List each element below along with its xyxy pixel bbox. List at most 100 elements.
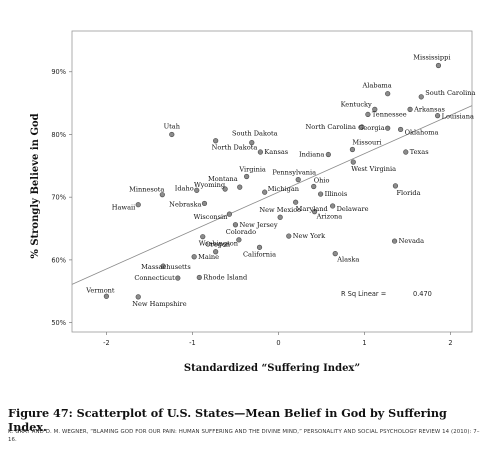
point-label-louisiana: Louisiana xyxy=(442,113,474,121)
y-tick-label: 60% xyxy=(51,256,66,264)
y-tick-label: 90% xyxy=(51,68,66,76)
point-label-minnesota: Minnesota xyxy=(129,186,164,194)
data-point-south-carolina xyxy=(418,94,424,100)
point-label-texas: Texas xyxy=(410,148,429,156)
scatterplot-chart: -2 -1 0 1 2 50% 60% 70% 80% 90% Mississippi Alabam… xyxy=(30,30,476,374)
point-label-new-hampshire: New Hampshire xyxy=(132,300,186,308)
fit-line-layer xyxy=(71,105,473,285)
point-label-wisconsin: Wisconsin xyxy=(194,213,229,221)
point-labels: Mississippi Alabama South Carolina Kentucky… xyxy=(85,53,475,307)
data-point-alabama xyxy=(385,91,391,97)
data-point-florida xyxy=(392,183,399,189)
point-label-new-mexico: New Mexico xyxy=(259,206,301,214)
point-label-california: California xyxy=(243,250,276,258)
data-point-texas xyxy=(403,149,409,155)
x-tick-label: -1 xyxy=(189,339,196,347)
x-tick-label: 2 xyxy=(448,339,452,347)
point-label-delaware: Delaware xyxy=(337,205,369,213)
data-point-arizona xyxy=(311,209,318,215)
point-label-illinois: Illinois xyxy=(325,190,348,198)
point-label-indiana: Indiana xyxy=(299,151,324,159)
data-point-indiana xyxy=(325,151,331,158)
data-point-minnesota xyxy=(159,192,165,198)
point-label-nevada: Nevada xyxy=(399,237,425,245)
data-point-rhode-island xyxy=(196,274,202,281)
point-label-utah: Utah xyxy=(164,122,181,130)
point-label-georgia: Georgia xyxy=(358,124,385,132)
figure-caption: Figure 47: Scatterplot of U.S. States—Me… xyxy=(8,406,447,434)
data-point-idaho xyxy=(194,187,200,193)
data-point-virginia xyxy=(244,173,250,180)
data-point-montana xyxy=(237,184,243,190)
r-squared-value: 0.470 xyxy=(413,290,432,298)
data-point-ohio xyxy=(311,183,317,190)
data-point-tennessee xyxy=(365,111,371,118)
point-label-tennessee: Tennessee xyxy=(372,110,407,118)
point-label-ohio: Ohio xyxy=(314,177,330,185)
data-point-arkansas xyxy=(407,106,413,112)
data-point-north-carolina xyxy=(359,124,365,130)
plot-area-frame xyxy=(71,30,473,333)
point-label-michigan: Michigan xyxy=(268,185,300,193)
figure-citation: K. GRAY AND D. M. WEGNER, “BLAMING GOD F… xyxy=(8,429,480,443)
x-axis-title: Standardized “Suffering Index” xyxy=(184,363,360,374)
data-point-hawaii xyxy=(135,202,141,208)
point-label-oregon: Oregon xyxy=(205,241,231,249)
data-point-mississippi xyxy=(435,62,442,69)
r-squared-label: R Sq Linear = xyxy=(341,290,386,298)
y-tick-label: 70% xyxy=(51,194,66,202)
data-point-south-dakota xyxy=(249,140,255,146)
point-label-maine: Maine xyxy=(198,253,219,261)
point-label-maryland: Maryland xyxy=(296,205,329,213)
data-point-michigan xyxy=(262,189,268,195)
point-label-west-virginia: West Virginia xyxy=(351,165,396,173)
point-label-north-carolina: North Carolina xyxy=(306,123,356,131)
axis-ticks: -2 -1 0 1 2 50% 60% 70% 80% 90% xyxy=(51,68,452,347)
y-tick-label: 50% xyxy=(51,319,66,327)
x-tick-label: 0 xyxy=(276,339,280,347)
point-label-montana: Montana xyxy=(208,175,238,183)
data-point-illinois xyxy=(318,191,324,197)
data-point-new-mexico xyxy=(277,214,283,220)
data-point-delaware xyxy=(330,203,336,209)
point-label-pennsylvania: Pennsylvania xyxy=(272,169,316,177)
point-label-florida: Florida xyxy=(396,189,420,197)
data-point-georgia xyxy=(385,125,391,131)
x-tick-label: 1 xyxy=(362,339,366,347)
data-point-missouri xyxy=(349,146,356,153)
point-label-alaska: Alaska xyxy=(336,256,359,264)
data-point-colorado xyxy=(236,237,242,243)
data-points xyxy=(103,62,442,300)
point-label-massachusetts: Massachusetts xyxy=(141,263,191,271)
data-point-oregon xyxy=(213,249,219,255)
data-point-north-dakota xyxy=(213,138,219,144)
data-point-maryland xyxy=(293,199,299,205)
point-label-new-jersey: New Jersey xyxy=(239,221,277,229)
point-label-colorado: Colorado xyxy=(226,228,256,236)
point-label-south-dakota: South Dakota xyxy=(232,130,278,138)
data-point-massachusetts xyxy=(160,263,166,269)
data-point-connecticut xyxy=(175,275,181,281)
y-tick-label: 80% xyxy=(51,131,66,139)
data-point-new-hampshire xyxy=(135,294,141,300)
point-label-virginia: Virginia xyxy=(238,165,266,173)
data-point-wisconsin xyxy=(226,211,233,217)
data-point-california xyxy=(256,244,263,250)
point-label-rhode-island: Rhode Island xyxy=(203,273,248,281)
data-point-nevada xyxy=(391,238,398,244)
data-point-utah xyxy=(169,131,175,138)
point-label-washington: Washington xyxy=(199,240,239,248)
data-point-oklahoma xyxy=(398,126,404,133)
data-point-kentucky xyxy=(372,106,378,112)
data-point-alaska xyxy=(332,251,338,257)
point-label-missouri: Missouri xyxy=(352,139,381,147)
point-label-kentucky: Kentucky xyxy=(341,100,372,108)
point-label-nebraska: Nebraska xyxy=(169,200,201,208)
point-label-arizona: Arizona xyxy=(316,213,343,221)
data-point-washington xyxy=(200,234,206,240)
point-label-idaho: Idaho xyxy=(175,184,194,192)
point-label-new-york: New York xyxy=(293,232,326,240)
data-point-nebraska xyxy=(201,200,208,207)
point-label-connecticut: Connecticut xyxy=(134,274,175,282)
data-point-wyoming xyxy=(222,186,228,192)
